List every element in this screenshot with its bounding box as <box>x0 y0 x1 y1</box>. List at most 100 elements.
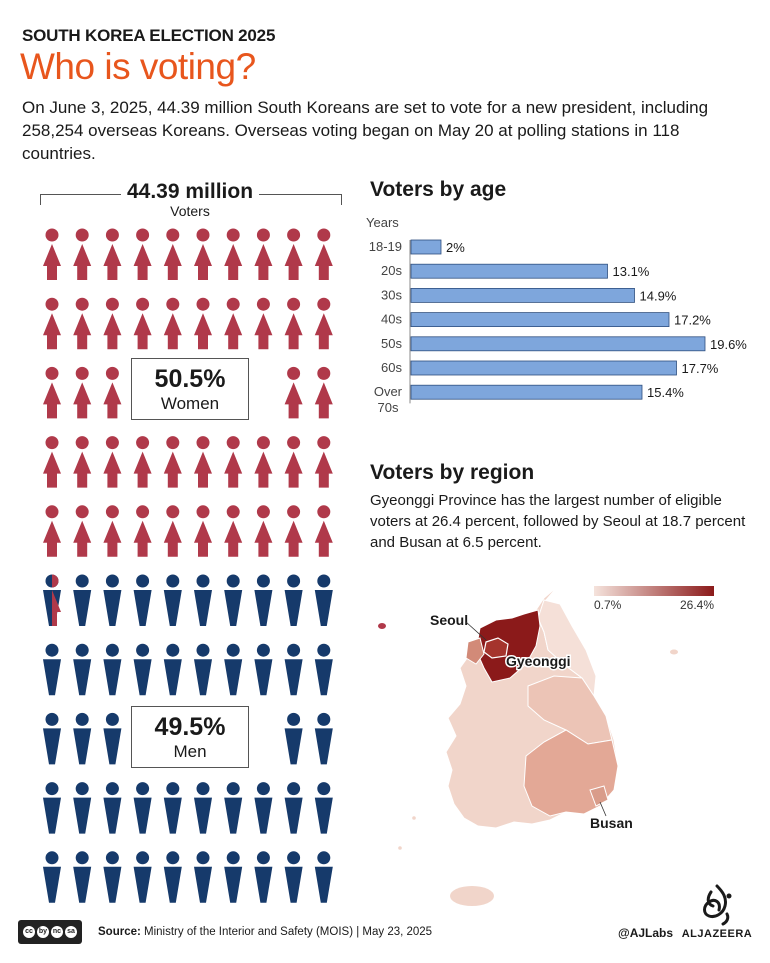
voters-unit: Voters <box>170 203 210 219</box>
man-voter-icon <box>43 851 61 903</box>
woman-voter-icon <box>194 297 212 350</box>
man-voter-icon <box>284 851 303 903</box>
age-value-label: 15.4% <box>647 385 684 400</box>
age-category-label: 40s <box>381 312 402 327</box>
woman-voter-icon <box>284 366 303 419</box>
woman-voter-icon <box>73 228 92 280</box>
cc-nc-icon: nc <box>51 926 63 938</box>
woman-voter-icon <box>224 505 243 557</box>
south-korea-choropleth-map: 0.7% 26.4% Seoul Gyeonggi Busan <box>378 585 714 906</box>
map-legend-gradient <box>594 586 714 596</box>
man-voter-icon <box>103 712 122 765</box>
man-voter-icon <box>254 851 273 903</box>
voter-pictogram <box>43 228 333 903</box>
voters-total: 44.39 million <box>40 180 340 204</box>
man-voter-icon <box>224 782 243 834</box>
men-share-value: 49.5% <box>154 713 226 741</box>
woman-voter-icon <box>43 366 61 419</box>
creative-commons-badge: cc by nc sa <box>18 920 82 944</box>
man-voter-icon <box>284 574 303 626</box>
incheon-region <box>465 637 485 665</box>
age-axis-label: Years <box>366 215 399 230</box>
man-voter-icon <box>133 574 152 626</box>
age-chart-title: Voters by age <box>370 178 507 201</box>
man-voter-icon <box>43 643 61 696</box>
age-value-label: 13.1% <box>613 264 650 279</box>
age-value-label: 2% <box>446 240 465 255</box>
busan-region <box>589 785 609 807</box>
man-voter-icon <box>103 574 122 626</box>
busan-leader-line <box>599 801 607 817</box>
women-share-label: Women <box>160 394 220 413</box>
map-legend-max: 26.4% <box>680 598 714 612</box>
woman-voter-icon <box>43 436 61 488</box>
man-voter-icon <box>163 782 182 834</box>
man-voter-icon <box>163 574 182 626</box>
woman-voter-icon <box>194 505 212 557</box>
aljazeera-logo: ALJAZEERA <box>678 884 756 946</box>
ajlabs-handle: @AJLabs <box>618 926 674 940</box>
woman-voter-icon <box>133 436 152 488</box>
cc-icon: cc <box>23 926 35 938</box>
man-voter-icon <box>133 782 152 834</box>
island-dot <box>398 846 402 850</box>
woman-voter-icon <box>103 366 122 419</box>
island-marker <box>378 623 386 629</box>
man-voter-icon <box>73 574 92 626</box>
footer: cc by nc sa Source: Ministry of the Inte… <box>18 884 758 948</box>
island-ulleung <box>670 649 678 655</box>
man-voter-icon <box>314 782 333 834</box>
man-voter-icon <box>73 712 92 765</box>
age-value-label: 14.9% <box>640 288 677 303</box>
man-voter-icon <box>314 643 333 696</box>
aljazeera-logo-icon <box>703 884 732 926</box>
cc-by-icon: by <box>37 926 49 938</box>
man-voter-icon <box>43 712 61 765</box>
woman-voter-icon <box>103 228 122 280</box>
women-share-value: 50.5% <box>154 365 226 393</box>
man-voter-icon <box>314 851 333 903</box>
source-label: Source: <box>98 926 141 938</box>
woman-voter-icon <box>314 505 333 557</box>
woman-voter-icon <box>254 297 273 350</box>
woman-voter-icon <box>163 436 182 488</box>
women-share-box: 50.5% Women <box>131 358 249 420</box>
woman-voter-icon <box>224 436 243 488</box>
map-legend-min: 0.7% <box>594 598 622 612</box>
woman-voter-icon <box>254 228 273 280</box>
man-voter-icon <box>194 851 212 903</box>
cc-sa-icon: sa <box>65 926 77 938</box>
woman-voter-icon <box>284 505 303 557</box>
age-bar <box>410 360 677 376</box>
woman-voter-icon <box>73 366 92 419</box>
man-voter-icon <box>194 643 212 696</box>
jeju-island <box>450 886 494 906</box>
man-voter-icon <box>73 851 92 903</box>
man-voter-icon <box>194 782 212 834</box>
woman-voter-icon <box>103 505 122 557</box>
man-voter-icon <box>224 643 243 696</box>
island-dot <box>412 816 416 820</box>
man-voter-icon <box>133 643 152 696</box>
age-category-label: 50s <box>381 336 402 351</box>
man-voter-icon <box>284 782 303 834</box>
woman-voter-icon <box>314 228 333 280</box>
man-voter-icon <box>254 574 273 626</box>
man-voter-icon <box>103 643 122 696</box>
woman-voter-icon <box>284 436 303 488</box>
age-bar <box>410 336 706 352</box>
woman-voter-icon <box>73 297 92 350</box>
man-voter-icon <box>284 712 303 765</box>
kicker: SOUTH KOREA ELECTION 2025 <box>22 26 276 45</box>
source-text: Ministry of the Interior and Safety (MOI… <box>144 926 433 938</box>
man-voter-icon <box>103 782 122 834</box>
woman-voter-icon <box>73 505 92 557</box>
woman-voter-icon <box>254 505 273 557</box>
man-voter-icon <box>314 712 333 765</box>
man-voter-icon <box>163 851 182 903</box>
woman-voter-icon <box>133 228 152 280</box>
woman-voter-icon <box>314 366 333 419</box>
age-value-label: 17.2% <box>674 313 711 328</box>
woman-voter-icon <box>103 297 122 350</box>
seoul-leader-line <box>465 621 487 641</box>
